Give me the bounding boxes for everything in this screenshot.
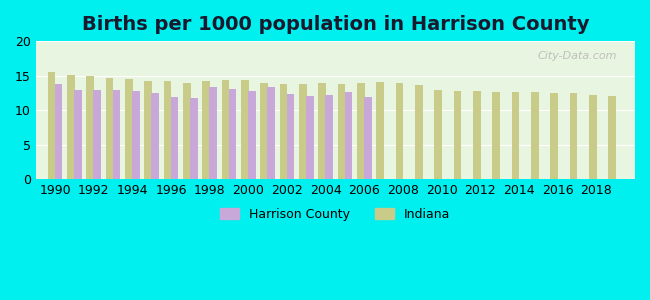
Bar xyxy=(190,98,198,179)
Bar xyxy=(261,82,268,179)
Bar xyxy=(454,91,462,179)
Bar xyxy=(94,90,101,179)
Bar xyxy=(106,79,114,179)
Bar xyxy=(112,90,120,179)
Bar xyxy=(306,96,314,179)
Bar xyxy=(248,91,255,179)
Bar xyxy=(608,96,616,179)
Bar xyxy=(267,88,275,179)
Bar xyxy=(492,92,500,179)
Bar xyxy=(74,89,82,179)
Bar xyxy=(376,82,384,179)
Text: City-Data.com: City-Data.com xyxy=(538,51,617,61)
Bar xyxy=(589,95,597,179)
Bar xyxy=(86,76,94,179)
Bar xyxy=(325,95,333,179)
Bar xyxy=(415,85,422,179)
Bar xyxy=(287,94,294,179)
Bar xyxy=(183,83,190,179)
Bar xyxy=(229,89,237,179)
Bar xyxy=(164,81,172,179)
Bar xyxy=(569,93,577,179)
Bar xyxy=(144,80,152,179)
Bar xyxy=(344,92,352,179)
Bar xyxy=(47,72,55,179)
Bar xyxy=(241,80,249,179)
Bar xyxy=(512,92,519,179)
Bar xyxy=(473,91,481,179)
Title: Births per 1000 population in Harrison County: Births per 1000 population in Harrison C… xyxy=(82,15,589,34)
Bar xyxy=(396,83,404,179)
Bar xyxy=(434,89,442,179)
Bar xyxy=(357,82,365,179)
Bar xyxy=(318,83,326,179)
Bar xyxy=(280,84,287,179)
Bar xyxy=(151,93,159,179)
Bar xyxy=(364,97,372,179)
Bar xyxy=(125,79,133,179)
Bar xyxy=(531,92,539,179)
Bar xyxy=(132,91,140,179)
Legend: Harrison County, Indiana: Harrison County, Indiana xyxy=(215,203,455,226)
Bar xyxy=(551,93,558,179)
Bar xyxy=(209,88,217,179)
Bar xyxy=(171,97,178,179)
Bar xyxy=(202,80,210,179)
Bar xyxy=(222,80,229,179)
Bar xyxy=(67,75,75,179)
Bar xyxy=(299,84,307,179)
Bar xyxy=(338,84,345,179)
Bar xyxy=(55,84,62,179)
